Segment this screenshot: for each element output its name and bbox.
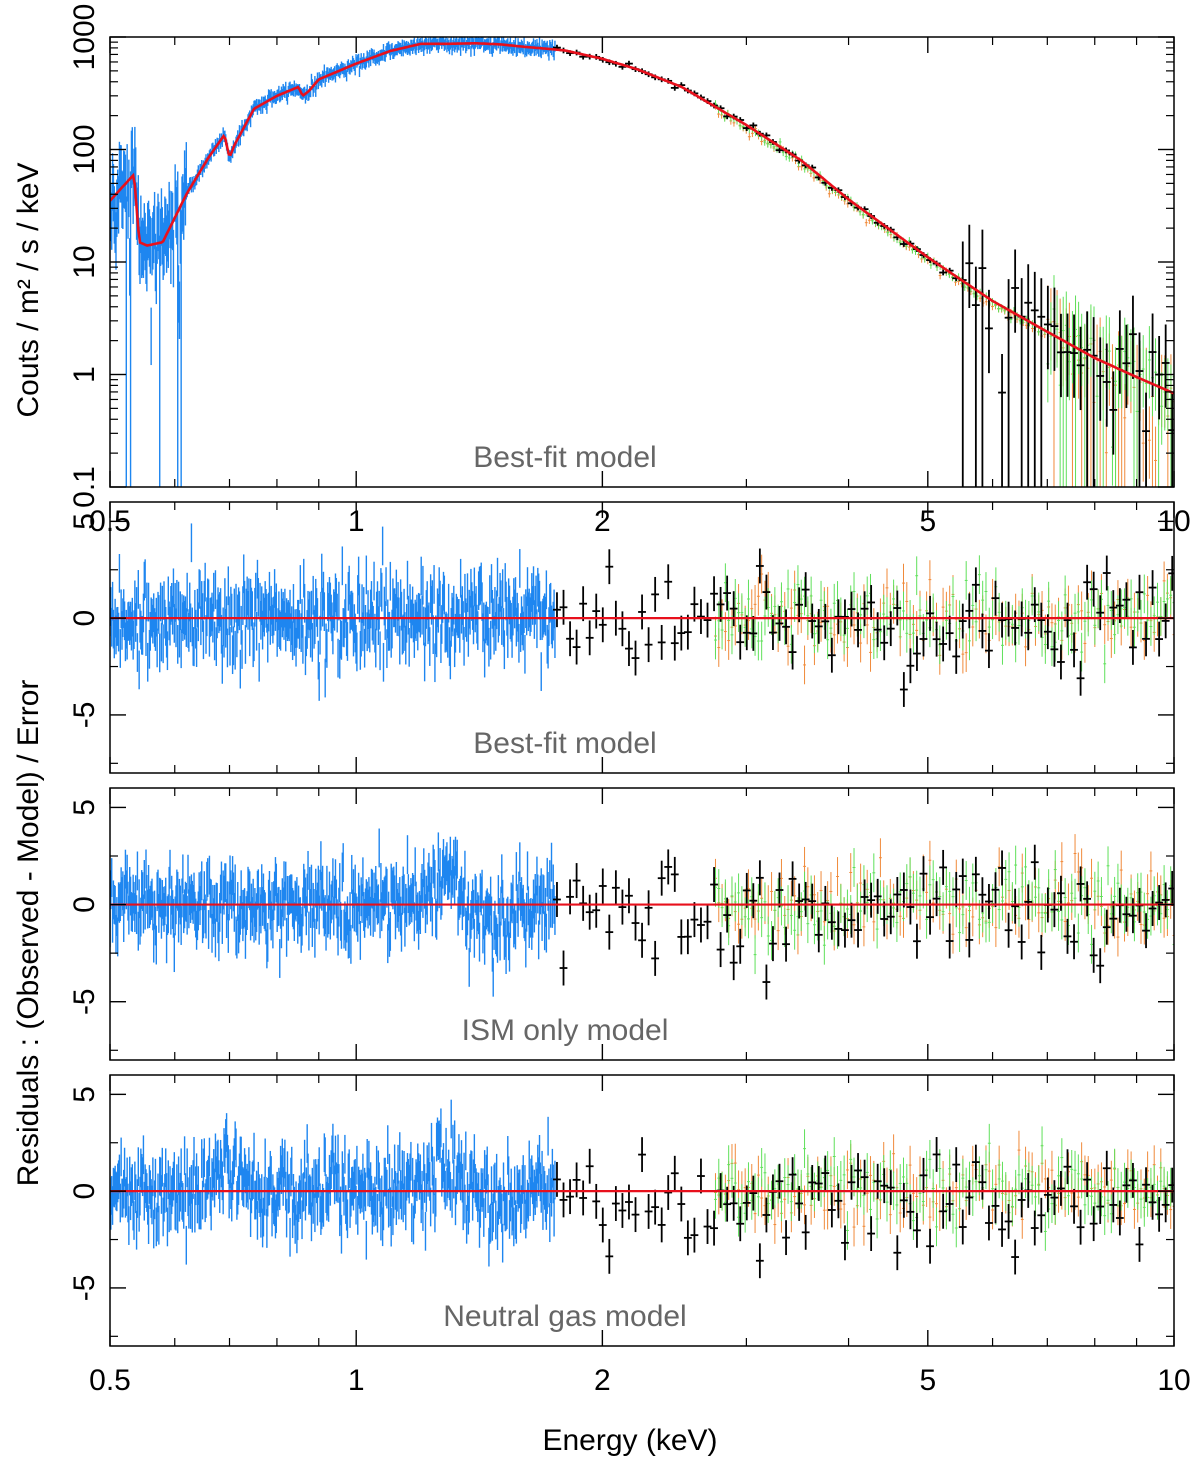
- blue-residuals: [110, 523, 556, 701]
- plot-area: [110, 37, 1174, 487]
- x-tick-label: 1: [348, 505, 365, 538]
- x-tick-label: 2: [594, 505, 611, 538]
- y-tick-label: 100: [68, 124, 101, 174]
- y-tick-label: 0: [68, 896, 101, 913]
- y-tick-label: 5: [68, 513, 101, 530]
- y-tick-label: 1: [68, 366, 101, 383]
- plot-area: [110, 523, 1174, 707]
- plot-area: [110, 828, 1174, 1000]
- black-residuals: [553, 548, 1174, 707]
- y-tick-label: 0.1: [68, 466, 101, 508]
- y-tick-label: 0: [68, 610, 101, 627]
- black-residuals: [553, 844, 1174, 1000]
- y-tick-label: 10: [68, 245, 101, 278]
- y-tick-label: 1000: [68, 4, 101, 71]
- panel-label: ISM only model: [462, 1014, 669, 1047]
- panel-frame: [109, 501, 1175, 774]
- x-tick-label: 5: [919, 505, 936, 538]
- y-tick-label: -5: [68, 988, 101, 1015]
- model-curve: [110, 42, 1174, 395]
- plot-area: [110, 1099, 1174, 1279]
- blue-residuals: [110, 1099, 556, 1267]
- blue-residuals: [110, 828, 556, 997]
- panel-frame: [109, 787, 1175, 1061]
- panel-label: Best-fit model: [473, 727, 656, 760]
- y-tick-label: -5: [68, 702, 101, 729]
- panel-1: 5 0 -5 Best-fit model: [68, 501, 1175, 774]
- panel-2: 5 0 -5 ISM only model: [68, 787, 1175, 1061]
- panel-label: Best-fit model: [473, 441, 656, 474]
- y-tick-label: 5: [68, 799, 101, 816]
- instrument-residuals: [714, 1123, 1174, 1251]
